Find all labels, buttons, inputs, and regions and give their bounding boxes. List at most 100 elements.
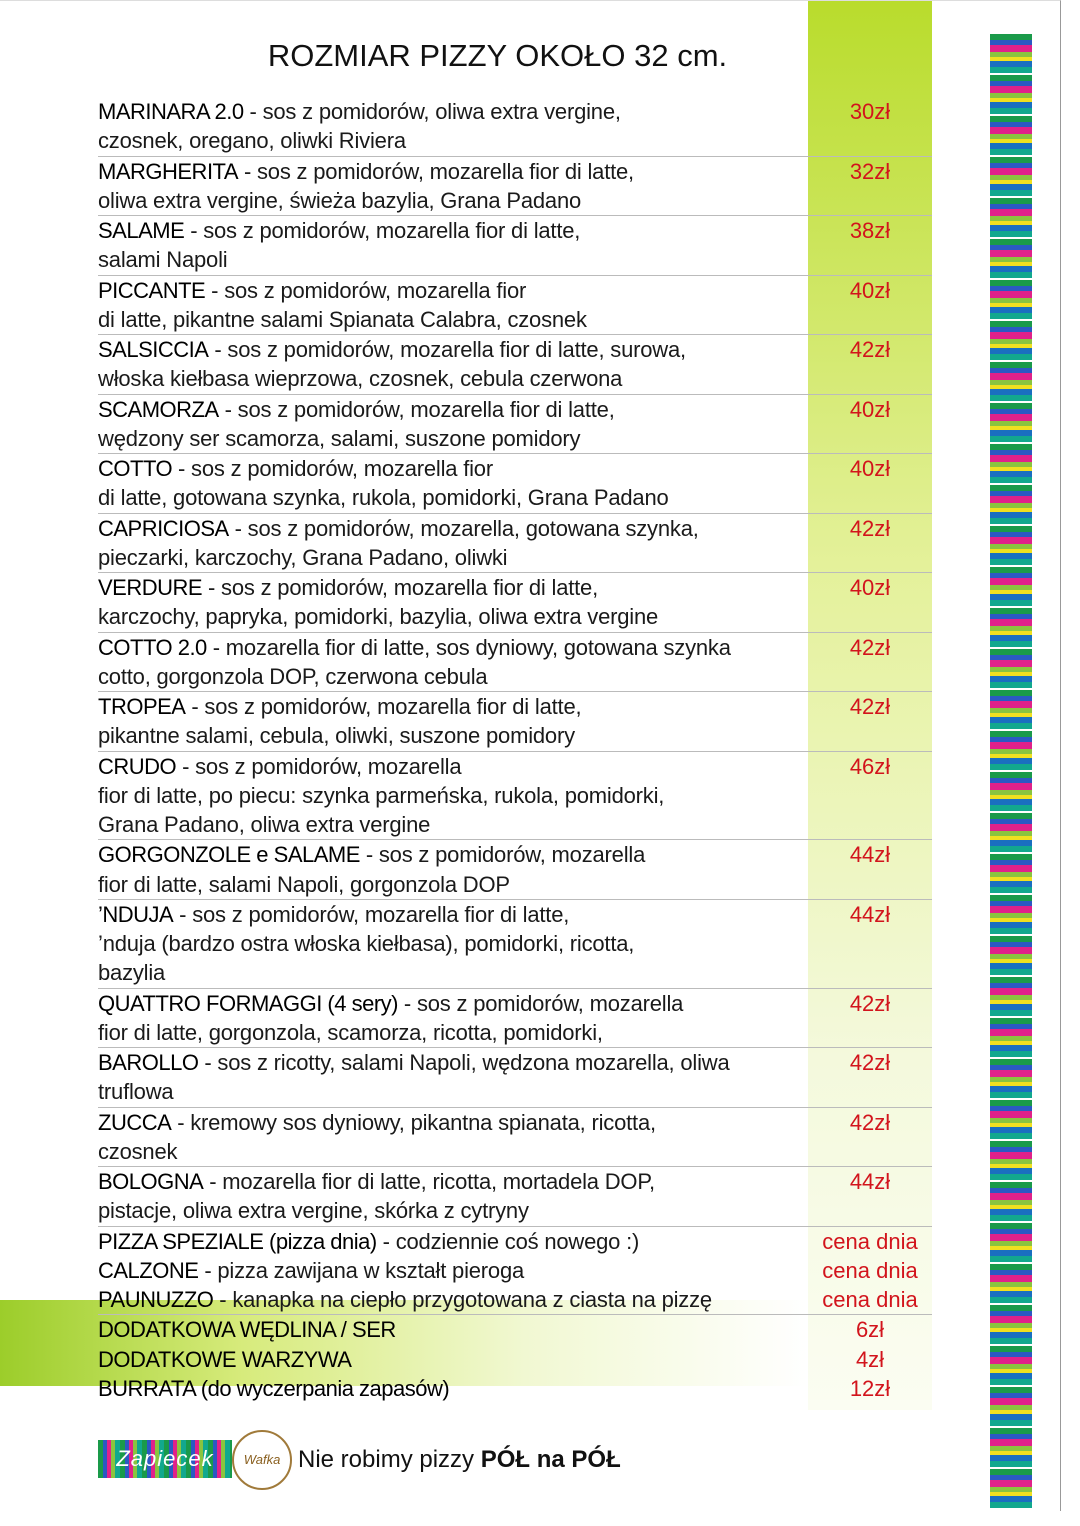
item-desc: di latte, pikantne salami Spianata Calab… bbox=[98, 306, 587, 332]
item-desc: czosnek bbox=[98, 1138, 178, 1164]
menu-item: ZUCCA - kremowy sos dyniowy, pikantna sp… bbox=[98, 1108, 932, 1167]
item-price: 40zł bbox=[849, 277, 891, 303]
item-name: GORGONZOLE e SALAME bbox=[98, 842, 360, 868]
note-text: Nie robimy pizzy bbox=[298, 1446, 481, 1473]
item-text: PIZZA SPEZIALE (pizza dnia) - codziennie… bbox=[98, 1227, 808, 1256]
item-price: 42zł bbox=[849, 515, 891, 541]
extra-line: DODATKOWE WARZYWA bbox=[98, 1345, 808, 1374]
item-line: pikantne salami, cebula, oliwki, suszone… bbox=[98, 721, 808, 750]
extra-line: DODATKOWA WĘDLINA / SER bbox=[98, 1315, 808, 1344]
item-desc: pikantne salami, cebula, oliwki, suszone… bbox=[98, 723, 575, 749]
page-border bbox=[0, 0, 1061, 1511]
item-line: fior di latte, salami Napoli, gorgonzola… bbox=[98, 870, 808, 899]
extra-item: BURRATA (do wyczerpania zapasów) 12zł bbox=[98, 1374, 932, 1403]
item-name: TROPEA bbox=[98, 694, 186, 719]
item-price: 42zł bbox=[849, 1050, 891, 1075]
item-desc: - mozarella fior di latte, ricotta, mort… bbox=[209, 1169, 655, 1194]
menu-item: MARGHERITA - sos z pomidorów, mozarella … bbox=[98, 157, 932, 216]
menu-item: ’NDUJA - sos z pomidorów, mozarella fior… bbox=[98, 900, 932, 989]
item-name: ZUCCA bbox=[98, 1109, 172, 1135]
item-desc: fior di latte, salami Napoli, gorgonzola… bbox=[98, 871, 510, 897]
item-text: ZUCCA - kremowy sos dyniowy, pikantna sp… bbox=[98, 1108, 808, 1167]
item-text: SALSICCIA - sos z pomidorów, mozarella f… bbox=[98, 335, 808, 394]
item-line: VERDURE - sos z pomidorów, mozarella fio… bbox=[98, 573, 808, 602]
extra-name: BURRATA (do wyczerpania zapasów) bbox=[98, 1375, 450, 1401]
item-line: czosnek bbox=[98, 1137, 808, 1166]
item-price: cena dnia bbox=[822, 1228, 918, 1254]
item-text: CALZONE - pizza zawijana w kształt piero… bbox=[98, 1256, 808, 1285]
item-desc: - sos z pomidorów, mozarella fior di lat… bbox=[224, 396, 615, 422]
item-price: cena dnia bbox=[822, 1257, 918, 1283]
item-line: MARINARA 2.0 - sos z pomidorów, oliwa ex… bbox=[98, 97, 808, 126]
item-desc: - pizza zawijana w kształt pieroga bbox=[204, 1257, 525, 1283]
item-line: PICCANTE - sos z pomidorów, mozarella fi… bbox=[98, 276, 808, 305]
item-text: VERDURE - sos z pomidorów, mozarella fio… bbox=[98, 573, 808, 632]
item-desc: włoska kiełbasa wieprzowa, czosnek, cebu… bbox=[98, 366, 623, 392]
item-desc: oliwa extra vergine, świeża bazylia, Gra… bbox=[98, 187, 582, 213]
menu-item: BAROLLO - sos z ricotty, salami Napoli, … bbox=[98, 1048, 932, 1108]
menu-item: CALZONE - pizza zawijana w kształt piero… bbox=[98, 1256, 932, 1285]
item-line: SALAME - sos z pomidorów, mozarella fior… bbox=[98, 216, 808, 245]
item-price: 42zł bbox=[849, 634, 891, 660]
item-name: SALAME bbox=[98, 218, 185, 243]
item-desc: - sos z pomidorów, mozarella bbox=[403, 990, 684, 1016]
menu-item: GORGONZOLE e SALAME - sos z pomidorów, m… bbox=[98, 840, 932, 900]
item-line: ’nduja (bardzo ostra włoska kiełbasa), p… bbox=[98, 929, 808, 958]
item-desc: - sos z pomidorów, mozarella fior di lat… bbox=[191, 694, 582, 719]
logo-badge: Wafka bbox=[232, 1430, 292, 1490]
item-desc: cotto, gorgonzola DOP, czerwona cebula bbox=[98, 663, 488, 689]
item-price: 42zł bbox=[849, 694, 891, 719]
item-line: truflowa bbox=[98, 1077, 808, 1106]
extra-line: BURRATA (do wyczerpania zapasów) bbox=[98, 1374, 808, 1403]
item-name: CAPRICIOSA bbox=[98, 515, 229, 541]
item-line: SALSICCIA - sos z pomidorów, mozarella f… bbox=[98, 335, 808, 364]
item-line: pistacje, oliwa extra vergine, skórka z … bbox=[98, 1196, 808, 1225]
item-text: PICCANTE - sos z pomidorów, mozarella fi… bbox=[98, 276, 808, 335]
item-desc: - codziennie coś nowego :) bbox=[382, 1228, 640, 1254]
item-desc: - sos z pomidorów, mozarella fior di lat… bbox=[179, 901, 570, 927]
item-price: 40zł bbox=[849, 575, 891, 600]
item-name: COTTO bbox=[98, 456, 173, 481]
item-desc: - sos z ricotty, salami Napoli, wędzona … bbox=[204, 1050, 730, 1075]
item-desc: salami Napoli bbox=[98, 247, 228, 273]
extra-text: DODATKOWE WARZYWA bbox=[98, 1345, 808, 1374]
item-line: PIZZA SPEZIALE (pizza dnia) - codziennie… bbox=[98, 1227, 808, 1256]
item-line: GORGONZOLE e SALAME - sos z pomidorów, m… bbox=[98, 840, 808, 869]
item-text: SALAME - sos z pomidorów, mozarella fior… bbox=[98, 216, 808, 275]
item-text: PAUNUZZO - kanapka na ciepło przygotowan… bbox=[98, 1285, 808, 1314]
item-name: PIZZA SPEZIALE (pizza dnia) bbox=[98, 1228, 377, 1254]
logo: Zapiecek bbox=[98, 1440, 232, 1478]
extra-text: DODATKOWA WĘDLINA / SER bbox=[98, 1315, 808, 1344]
item-price: 42zł bbox=[849, 337, 891, 362]
item-desc: fior di latte, po piecu: szynka parmeńsk… bbox=[98, 782, 665, 808]
item-name: BAROLLO bbox=[98, 1050, 199, 1075]
item-text: COTTO - sos z pomidorów, mozarella fior d… bbox=[98, 454, 808, 513]
item-line: COTTO - sos z pomidorów, mozarella fior bbox=[98, 454, 808, 483]
item-line: fior di latte, gorgonzola, scamorza, ric… bbox=[98, 1018, 808, 1047]
item-name: MARINARA 2.0 bbox=[98, 99, 244, 124]
item-line: QUATTRO FORMAGGI (4 sery) - sos z pomido… bbox=[98, 989, 808, 1018]
menu-item: COTTO 2.0 - mozarella fior di latte, sos… bbox=[98, 633, 932, 692]
menu-item: SCAMORZA - sos z pomidorów, mozarella fi… bbox=[98, 395, 932, 454]
item-line: PAUNUZZO - kanapka na ciepło przygotowan… bbox=[98, 1285, 808, 1314]
extra-price: 6zł bbox=[855, 1317, 885, 1343]
item-price: 42zł bbox=[849, 990, 891, 1016]
item-line: ’NDUJA - sos z pomidorów, mozarella fior… bbox=[98, 900, 808, 929]
item-line: CRUDO - sos z pomidorów, mozarella bbox=[98, 752, 808, 781]
item-text: BOLOGNA - mozarella fior di latte, ricot… bbox=[98, 1167, 808, 1226]
item-desc: bazylia bbox=[98, 960, 166, 986]
menu-item: SALAME - sos z pomidorów, mozarella fior… bbox=[98, 216, 932, 276]
item-desc: di latte, gotowana szynka, rukola, pomid… bbox=[98, 485, 669, 511]
item-text: CRUDO - sos z pomidorów, mozarella fior d… bbox=[98, 752, 808, 840]
item-price: cena dnia bbox=[822, 1287, 918, 1312]
item-desc: - kremowy sos dyniowy, pikantna spianata… bbox=[177, 1109, 656, 1135]
extra-name: DODATKOWE WARZYWA bbox=[98, 1346, 352, 1372]
item-name: BOLOGNA bbox=[98, 1169, 204, 1194]
menu-item: MARINARA 2.0 - sos z pomidorów, oliwa ex… bbox=[98, 97, 932, 157]
item-name: MARGHERITA bbox=[98, 158, 239, 184]
extra-item: DODATKOWA WĘDLINA / SER 6zł bbox=[98, 1315, 932, 1344]
item-price: 30zł bbox=[849, 99, 891, 124]
item-price: 44zł bbox=[849, 901, 891, 927]
menu-item: CRUDO - sos z pomidorów, mozarella fior d… bbox=[98, 752, 932, 841]
